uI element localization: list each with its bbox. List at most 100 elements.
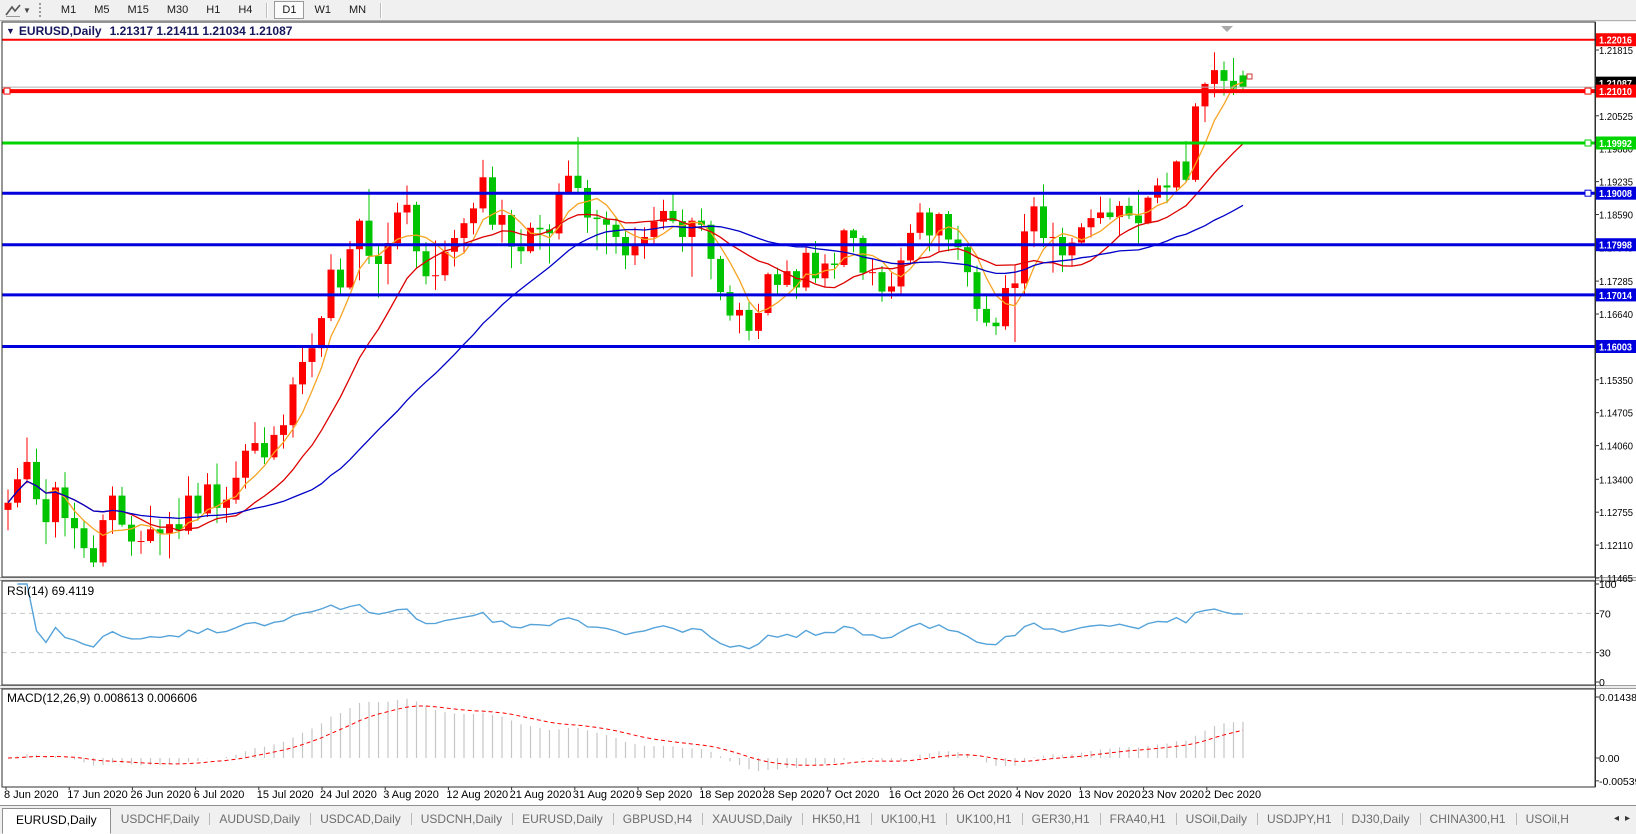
candle-body xyxy=(280,425,287,435)
hline-handle[interactable] xyxy=(1584,139,1592,147)
chart-tab-GBPUSD-H4[interactable]: GBPUSD,H4 xyxy=(612,808,702,831)
time-axis[interactable]: 8 Jun 2020 17 Jun 2020 26 Jun 2020 6 Jul 20… xyxy=(0,789,1595,804)
chart-tab-USOil-Daily[interactable]: USOil,Daily xyxy=(1175,808,1257,831)
chart-tab-USDCHF-Daily[interactable]: USDCHF,Daily xyxy=(120,812,200,826)
candle-body xyxy=(859,237,867,273)
tab-scroll-right-icon[interactable]: ▸ xyxy=(1624,813,1630,824)
ma-line-13 xyxy=(7,143,1244,532)
candle-body xyxy=(793,271,800,288)
timeframe-button-MN[interactable]: MN xyxy=(341,1,374,19)
candle-body xyxy=(1182,161,1190,180)
candle-body xyxy=(242,450,249,478)
rsi-line xyxy=(17,583,1244,650)
candle-body xyxy=(717,258,724,293)
candle-body xyxy=(1106,212,1114,218)
candle-body xyxy=(365,220,373,256)
level-price-box xyxy=(1596,186,1636,200)
timeframe-button-M30[interactable]: M30 xyxy=(159,1,196,19)
candle-body xyxy=(1173,161,1180,188)
candle-body xyxy=(470,208,477,224)
candle-body xyxy=(413,204,420,252)
svg-text:1.19992: 1.19992 xyxy=(1599,139,1632,150)
candle-body xyxy=(736,309,743,316)
hline-handle[interactable] xyxy=(1584,87,1592,95)
price-tick-label: 1.17285 xyxy=(1599,276,1633,288)
svg-text:1.19008: 1.19008 xyxy=(1599,189,1632,200)
candle-body xyxy=(118,495,126,525)
tab-scroll-left-icon[interactable]: ◂ xyxy=(1613,813,1619,824)
toolbar-separator xyxy=(266,2,269,18)
svg-text:1.22016: 1.22016 xyxy=(1599,36,1632,47)
chart-tab-EURUSD-Daily[interactable]: EURUSD,Daily xyxy=(2,808,111,834)
candle-body xyxy=(194,495,202,514)
candle-body xyxy=(498,215,506,225)
chart-tab-USDCNH-Daily[interactable]: USDCNH,Daily xyxy=(410,808,512,831)
candle-body xyxy=(375,255,382,265)
candle-body xyxy=(109,495,116,521)
price-tick-label: 1.19235 xyxy=(1599,177,1633,189)
candle-body xyxy=(1040,206,1047,238)
timeframe-button-W1[interactable]: W1 xyxy=(306,1,339,19)
price-tick-label: 1.21815 xyxy=(1599,45,1633,57)
chart-tab-EURUSD-Daily[interactable]: EURUSD,Daily xyxy=(512,808,613,831)
timeframe-button-M15[interactable]: M15 xyxy=(119,1,156,19)
chart-tab-CHINA300-H1[interactable]: CHINA300,H1 xyxy=(1419,808,1516,831)
toolbar-drag-handle[interactable] xyxy=(38,3,45,17)
candle-body xyxy=(916,212,924,233)
timeframe-button-H4[interactable]: H4 xyxy=(230,1,260,19)
candle-body xyxy=(137,541,145,543)
hline-handle[interactable] xyxy=(3,87,11,95)
chart-tab-USOil-H[interactable]: USOil,H xyxy=(1515,808,1579,831)
chart-shift-icon[interactable] xyxy=(1221,26,1233,32)
candle-body xyxy=(441,251,449,276)
chart-tab-UK100-H1[interactable]: UK100,H1 xyxy=(870,808,946,831)
candle-body xyxy=(1097,212,1104,219)
date-label: 16 Oct 2020 xyxy=(888,789,949,801)
candle-body xyxy=(403,204,411,213)
chart-tab-HK50-H1[interactable]: HK50,H1 xyxy=(802,808,871,831)
hline-handle[interactable] xyxy=(1584,189,1592,197)
candle-body xyxy=(289,384,297,426)
chart-tool-icon[interactable] xyxy=(4,3,22,18)
timeframe-button-M1[interactable]: M1 xyxy=(53,1,84,19)
timeframe-button-D1[interactable]: D1 xyxy=(274,1,305,19)
timeframe-button-H1[interactable]: H1 xyxy=(198,1,228,19)
chart-tab-AUDUSD-Daily[interactable]: AUDUSD,Daily xyxy=(209,808,310,831)
chart-tab-UK100-H1[interactable]: UK100,H1 xyxy=(946,808,1021,831)
candle-body xyxy=(71,518,78,529)
timeframe-button-M5[interactable]: M5 xyxy=(86,1,117,19)
collapse-triangle-icon[interactable]: ▼ xyxy=(6,26,15,36)
date-label: 17 Jun 2020 xyxy=(67,789,128,801)
chart-tab-FRA40-H1[interactable]: FRA40,H1 xyxy=(1099,808,1176,831)
candle-body xyxy=(1135,215,1142,224)
candle-body xyxy=(850,230,857,238)
candle-body xyxy=(1011,283,1019,288)
candle-body xyxy=(983,308,990,323)
chart-tab-GER30-H1[interactable]: GER30,H1 xyxy=(1021,808,1100,831)
chart-tab-bar: EURUSD,Daily USDCHF,Daily AUDUSD,Daily USDC… xyxy=(0,805,1636,834)
chart-tab-USDJPY-H1[interactable]: USDJPY,H1 xyxy=(1257,808,1341,831)
candle-body xyxy=(745,309,753,331)
chart-tab-DJ30-Daily[interactable]: DJ30,Daily xyxy=(1341,808,1420,831)
candle-body xyxy=(270,434,278,458)
date-label: 23 Nov 2020 xyxy=(1141,789,1204,801)
candle-body xyxy=(1078,227,1085,243)
candle-body xyxy=(61,487,69,519)
price-tick-label: 1.12110 xyxy=(1599,540,1633,552)
tool-dropdown-icon[interactable]: ▼ xyxy=(23,5,31,15)
candle-body xyxy=(1230,80,1237,89)
candle-body xyxy=(460,223,468,238)
rsi-indicator-label: RSI(14) 69.4119 xyxy=(7,584,95,598)
svg-text:1.16003: 1.16003 xyxy=(1599,342,1632,353)
date-label: 21 Aug 2020 xyxy=(509,789,572,801)
candle-body xyxy=(1239,75,1247,88)
candle-body xyxy=(166,524,173,534)
chart-tab-XAUUSD-Daily[interactable]: XAUUSD,Daily xyxy=(702,808,802,831)
candle-body xyxy=(1220,70,1228,81)
price-tick-label: 1.11465 xyxy=(1599,573,1633,585)
macd-signal-line xyxy=(7,705,1244,766)
candle-body xyxy=(584,187,591,218)
candle-body xyxy=(1144,197,1152,224)
chart-tab-USDCAD-Daily[interactable]: USDCAD,Daily xyxy=(310,808,411,831)
